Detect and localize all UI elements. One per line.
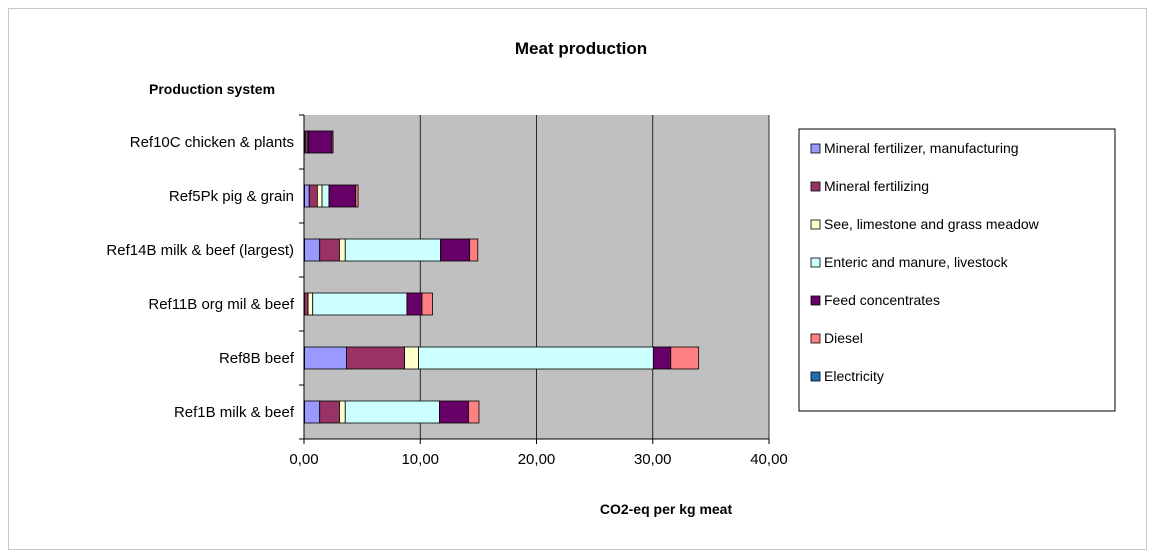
- x-tick-label: 0,00: [289, 451, 318, 468]
- category-label: Ref5Pk pig & grain: [169, 188, 294, 205]
- bar-segment: [652, 346, 672, 370]
- legend-swatch: [810, 333, 821, 344]
- bar-segment: [308, 130, 333, 154]
- legend-entry: Diesel: [824, 330, 863, 346]
- bar-segment: [406, 292, 423, 316]
- bar-segment: [319, 400, 340, 424]
- legend-box: [798, 128, 1116, 412]
- bar-segment: [308, 184, 318, 208]
- legend-entry: See, limestone and grass meadow: [824, 216, 1040, 232]
- bar-segment: [670, 346, 700, 370]
- category-label: Ref10C chicken & plants: [130, 134, 294, 151]
- bar-segment: [319, 238, 340, 262]
- x-tick-label: 10,00: [401, 451, 439, 468]
- legend-entry: Enteric and manure, livestock: [824, 254, 1009, 270]
- bar-segment: [312, 292, 408, 316]
- legend-swatch: [810, 295, 821, 306]
- category-label: Ref1B milk & beef: [174, 404, 295, 421]
- bar-segment: [418, 346, 654, 370]
- bar-segment: [307, 292, 314, 316]
- bar-segment: [404, 346, 419, 370]
- bar-segment: [304, 400, 321, 424]
- y-axis-title: Production system: [149, 81, 275, 97]
- bar-segment: [339, 238, 346, 262]
- bar-segment: [440, 238, 471, 262]
- legend-swatch: [810, 371, 821, 382]
- x-tick-label: 40,00: [750, 451, 788, 468]
- chart-title: Meat production: [515, 39, 647, 58]
- bars: [303, 130, 700, 424]
- bar-segment: [344, 400, 440, 424]
- legend-swatch: [810, 143, 821, 154]
- legend: Mineral fertilizer, manufacturing Mineral…: [810, 140, 1040, 384]
- x-tick-label: 20,00: [518, 451, 556, 468]
- legend-swatch: [810, 219, 821, 230]
- x-tick-labels: 0,00 10,00 20,00 30,00 40,00: [289, 439, 788, 468]
- legend-entry: Mineral fertilizing: [824, 178, 929, 194]
- category-label: Ref14B milk & beef (largest): [106, 242, 294, 259]
- bar-segment: [304, 346, 347, 370]
- x-tick-label: 30,00: [634, 451, 672, 468]
- category-labels: Ref1B milk & beef Ref8B beef Ref11B org mi…: [106, 114, 304, 440]
- bar-segment: [468, 400, 480, 424]
- bar-segment: [469, 238, 479, 262]
- bar-segment: [316, 184, 323, 208]
- bar-segment: [304, 184, 310, 208]
- bar-segment: [339, 400, 346, 424]
- bar-segment: [346, 346, 405, 370]
- legend-entry: Electricity: [824, 368, 884, 384]
- bar-segment: [344, 238, 441, 262]
- gridlines: [419, 115, 770, 439]
- category-label: Ref11B org mil & beef: [148, 296, 294, 313]
- bar-segment: [355, 184, 359, 208]
- legend-swatch: [810, 257, 821, 268]
- bar-segment: [421, 292, 433, 316]
- x-axis-title: CO2-eq per kg meat: [600, 501, 733, 517]
- bar-segment: [439, 400, 469, 424]
- legend-swatch: [810, 181, 821, 192]
- category-label: Ref8B beef: [219, 350, 295, 367]
- bar-segment: [321, 184, 330, 208]
- chart-frame: Meat production Production system CO2-eq…: [8, 8, 1147, 550]
- legend-entry: Feed concentrates: [824, 292, 940, 308]
- bar-segment: [304, 238, 321, 262]
- meat-production-chart: Meat production Production system CO2-eq…: [106, 39, 1116, 517]
- bar-segment: [331, 130, 334, 154]
- bar-segment: [328, 184, 357, 208]
- legend-entry: Mineral fertilizer, manufacturing: [824, 140, 1019, 156]
- bar-segment: [304, 292, 309, 316]
